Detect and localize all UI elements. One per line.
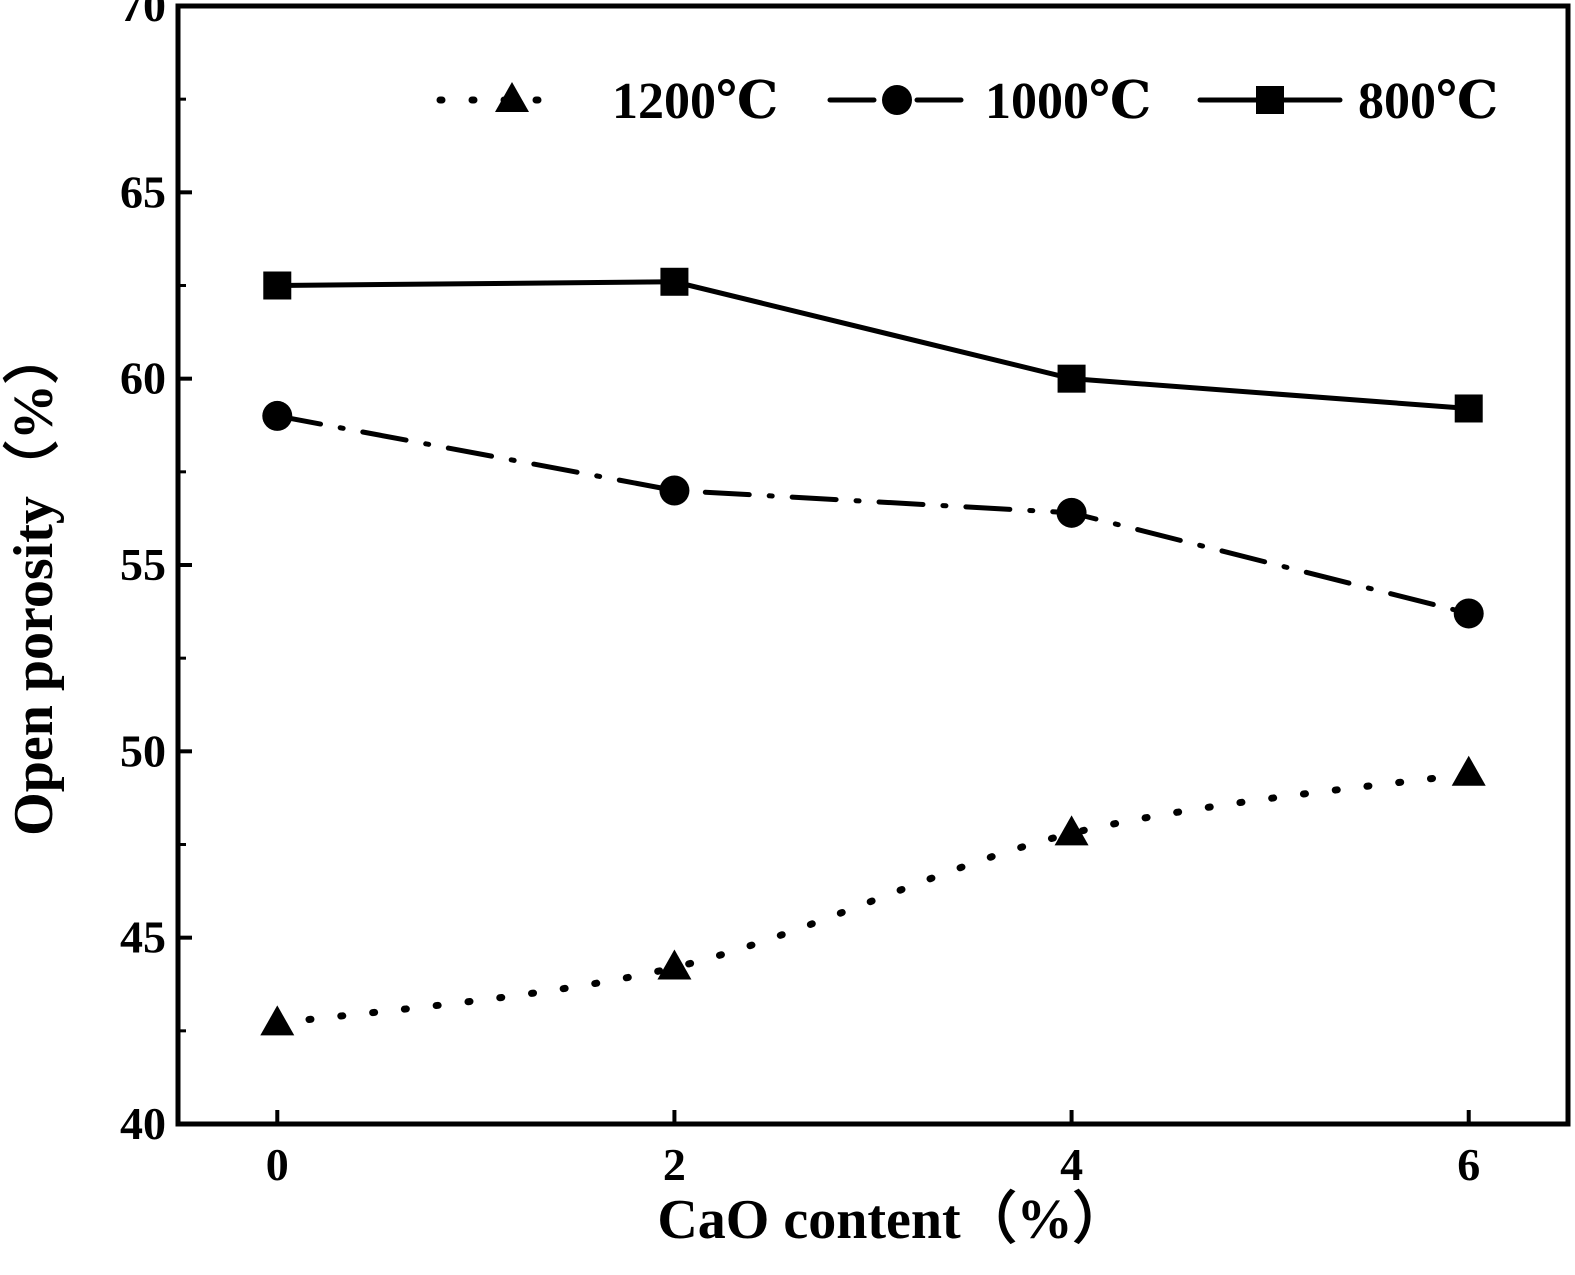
series-line xyxy=(274,413,1472,616)
legend-item-0: 1200℃ xyxy=(436,73,778,130)
legend: 1200℃ 1000℃ 800℃ xyxy=(436,73,1498,130)
data-point xyxy=(263,271,292,300)
y-tick-label: 50 xyxy=(120,725,166,776)
y-tick-label: 70 xyxy=(120,0,166,31)
data-point xyxy=(1454,394,1483,423)
y-axis-title: Open porosity（%） xyxy=(2,328,65,836)
data-point xyxy=(262,400,293,431)
y-tick-label: 60 xyxy=(120,353,166,404)
y-tick-label: 40 xyxy=(120,1098,166,1149)
data-point xyxy=(659,475,690,506)
series-line xyxy=(273,770,1473,1027)
x-tick-label: 2 xyxy=(663,1139,686,1190)
data-point xyxy=(1451,755,1486,786)
legend-label: 800℃ xyxy=(1358,73,1498,130)
legend-marker xyxy=(882,85,912,115)
legend-item-2: 800℃ xyxy=(1197,73,1498,130)
plot-frame xyxy=(175,3,1571,1127)
x-tick-label: 0 xyxy=(266,1139,289,1190)
series-2 xyxy=(263,267,1483,423)
legend-label: 1200℃ xyxy=(612,73,778,130)
x-tick-label: 4 xyxy=(1060,1139,1083,1190)
series-1 xyxy=(262,400,1484,629)
x-tick-label: 6 xyxy=(1457,1139,1480,1190)
data-point xyxy=(260,1005,295,1036)
legend-marker xyxy=(1256,86,1284,114)
data-point xyxy=(1453,598,1484,629)
x-axis-title: CaO content（%） xyxy=(657,1188,1128,1251)
series-0 xyxy=(260,755,1486,1036)
plot-axes: 40 45 50 55 60 65 70 0 2 4 6 xyxy=(120,0,1571,1190)
legend-marker xyxy=(495,82,529,112)
series-line xyxy=(274,279,1472,411)
y-tick-label: 45 xyxy=(120,912,166,963)
data-point xyxy=(660,267,689,296)
legend-label: 1000℃ xyxy=(985,73,1151,130)
legend-item-1: 1000℃ xyxy=(827,73,1151,130)
data-point xyxy=(1057,364,1086,393)
series-layer xyxy=(260,267,1486,1036)
y-tick-label: 55 xyxy=(120,539,166,590)
data-point xyxy=(1054,815,1089,846)
data-point xyxy=(657,949,692,980)
y-tick-label: 65 xyxy=(120,166,166,217)
data-point xyxy=(1056,497,1087,528)
